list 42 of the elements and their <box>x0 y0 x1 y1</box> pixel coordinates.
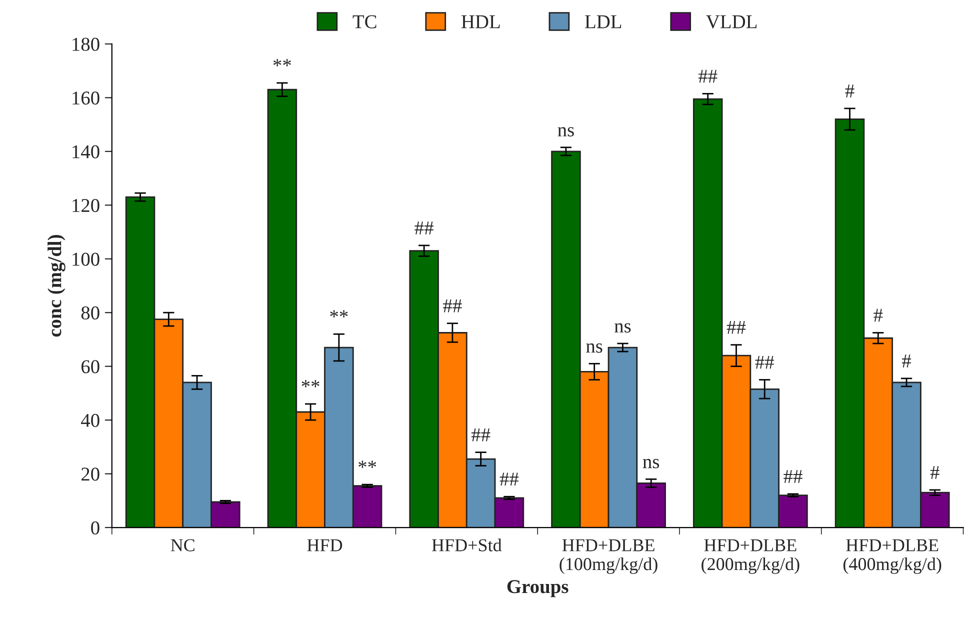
y-tick-label: 180 <box>72 38 100 51</box>
data-label: ## <box>443 300 462 312</box>
data-label: ** <box>330 310 348 318</box>
legend-label: TC <box>352 15 376 28</box>
legend-label: VLDL <box>706 15 757 28</box>
data-label: ns <box>586 343 602 353</box>
x-tick-label: HFD+DLBE (400mg/kg/d) <box>843 539 942 574</box>
y-tick-label: 140 <box>72 145 100 158</box>
x-axis-title: Groups <box>507 580 568 598</box>
data-label: ## <box>755 356 774 369</box>
y-tick-label: 40 <box>81 414 100 427</box>
data-label: ns <box>642 458 660 468</box>
data-label: ** <box>273 59 291 66</box>
data-label: ## <box>500 472 519 486</box>
data-label: # <box>902 354 912 368</box>
y-tick-label: 20 <box>82 468 100 481</box>
x-tick-label: HFD+Std <box>432 538 502 552</box>
y-tick-label: 160 <box>72 92 100 105</box>
y-tick-label: 60 <box>81 360 100 374</box>
data-label: ** <box>358 460 376 468</box>
data-label: ## <box>784 470 802 483</box>
legend-label: LDL <box>585 15 622 28</box>
y-tick-label: 120 <box>72 198 100 212</box>
y-tick-label: 0 <box>91 521 100 534</box>
data-label: # <box>930 466 940 479</box>
x-tick-label: HFD <box>307 539 342 552</box>
x-tick-label: HFD+DLBE (200mg/kg/d) <box>702 539 800 574</box>
y-tick-label: 100 <box>72 252 100 266</box>
data-label: ## <box>471 428 490 442</box>
y-axis-title: conc (mg/dl) <box>48 235 66 337</box>
data-label: # <box>874 308 883 322</box>
y-tick-label: 80 <box>81 306 100 320</box>
data-label: ## <box>698 70 718 83</box>
x-tick-label: NC <box>170 539 194 552</box>
data-label: ## <box>726 321 746 334</box>
data-label: # <box>845 84 854 98</box>
data-label: ** <box>302 380 320 388</box>
x-tick-label: HFD+DLBE (100mg/kg/d) <box>560 539 658 574</box>
data-label: ## <box>414 222 434 234</box>
data-label: ns <box>614 323 631 333</box>
legend-label: HDL <box>461 15 500 28</box>
data-label: ns <box>558 127 574 136</box>
